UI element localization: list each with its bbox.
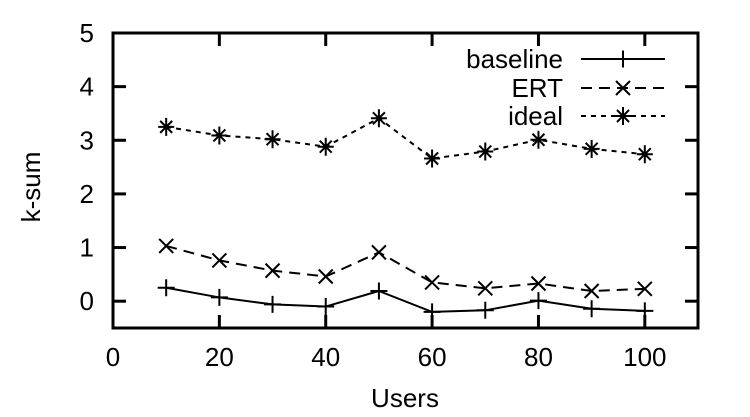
y-tick-label: 5 xyxy=(80,18,94,48)
x-tick-label: 60 xyxy=(418,342,447,372)
x-tick-label: 100 xyxy=(623,342,666,372)
marker-cross-icon xyxy=(477,280,493,297)
marker-cross-icon xyxy=(615,80,631,96)
marker-cross-icon xyxy=(424,274,440,291)
series-line-ERT xyxy=(165,244,645,292)
marker-asterisk-icon xyxy=(583,139,600,158)
marker-plus-icon xyxy=(614,50,632,68)
marker-cross-icon xyxy=(158,238,174,254)
marker-plus-icon xyxy=(529,292,547,310)
marker-asterisk-icon xyxy=(264,130,281,149)
series-ideal xyxy=(158,109,653,168)
marker-plus-icon xyxy=(476,301,494,319)
marker-plus-icon xyxy=(317,298,335,316)
marker-asterisk-icon xyxy=(615,107,631,125)
series-line-baseline xyxy=(166,286,645,313)
legend-label: ideal xyxy=(508,101,563,131)
marker-asterisk-icon xyxy=(424,149,441,168)
x-tick-label: 0 xyxy=(106,342,120,372)
marker-plus-icon xyxy=(636,302,654,320)
marker-cross-icon xyxy=(264,262,281,279)
marker-cross-icon xyxy=(371,244,387,261)
legend-label: baseline xyxy=(466,44,563,74)
legend-item-baseline: baseline xyxy=(466,44,665,74)
y-tick-label: 2 xyxy=(80,179,94,209)
marker-asterisk-icon xyxy=(530,130,547,149)
marker-asterisk-icon xyxy=(211,126,228,145)
marker-plus-icon xyxy=(370,282,388,300)
series-ERT xyxy=(158,238,653,299)
marker-plus-icon xyxy=(264,295,282,313)
marker-cross-icon xyxy=(318,268,334,285)
marker-plus-icon xyxy=(423,303,441,321)
marker-cross-icon xyxy=(583,283,600,299)
data-series xyxy=(157,109,654,321)
series-baseline xyxy=(157,279,654,321)
axis-ticks xyxy=(111,31,698,328)
legend-item-ERT: ERT xyxy=(511,73,665,103)
y-axis-title: k-sum xyxy=(16,152,46,223)
x-tick-label: 80 xyxy=(524,342,553,372)
x-tick-label: 20 xyxy=(205,342,234,372)
marker-asterisk-icon xyxy=(370,109,387,128)
marker-cross-icon xyxy=(211,252,228,269)
marker-plus-icon xyxy=(157,279,175,297)
series-line-ideal xyxy=(166,117,645,160)
marker-plus-icon xyxy=(583,300,601,318)
x-axis-title: Users xyxy=(371,383,439,413)
plot-border xyxy=(111,31,700,330)
marker-plus-icon xyxy=(210,288,228,306)
marker-asterisk-icon xyxy=(158,117,175,136)
marker-asterisk-icon xyxy=(636,145,653,164)
legend-label: ERT xyxy=(511,73,563,103)
marker-asterisk-icon xyxy=(317,137,334,156)
plot-frame xyxy=(111,31,700,330)
marker-cross-icon xyxy=(637,281,653,297)
y-tick-label: 3 xyxy=(80,125,94,155)
y-tick-label: 0 xyxy=(80,286,94,316)
y-tick-label: 1 xyxy=(80,233,94,263)
x-tick-label: 40 xyxy=(311,342,340,372)
legend-item-ideal: ideal xyxy=(508,101,665,131)
marker-cross-icon xyxy=(530,275,547,292)
marker-asterisk-icon xyxy=(477,142,494,161)
y-tick-label: 4 xyxy=(80,72,94,102)
axis-tick-labels: 0 20 40 60 80 100 0 1 2 3 4 5 xyxy=(80,18,667,372)
